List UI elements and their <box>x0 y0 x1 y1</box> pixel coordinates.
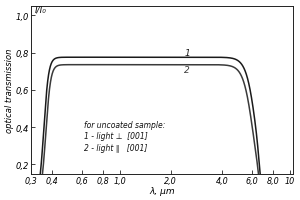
X-axis label: λ, μm: λ, μm <box>149 186 175 195</box>
Text: I/I₀: I/I₀ <box>34 5 46 14</box>
Text: 1: 1 <box>184 49 190 58</box>
Text: 2: 2 <box>184 66 190 75</box>
Y-axis label: optical transmission: optical transmission <box>5 48 14 132</box>
Text: for uncoated sample:
1 - light ⊥  [001]
2 - light ∥   [001]: for uncoated sample: 1 - light ⊥ [001] 2… <box>84 120 166 152</box>
